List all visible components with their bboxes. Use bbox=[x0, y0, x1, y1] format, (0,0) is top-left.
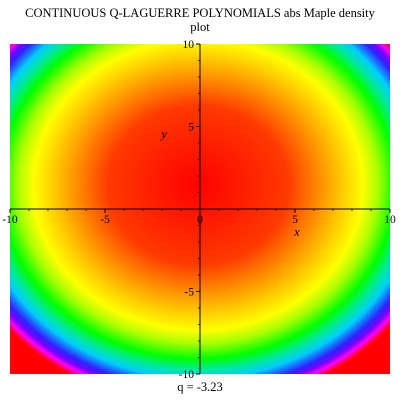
parameter-caption: q = -3.23 bbox=[0, 380, 400, 395]
x-tick-label: 5 bbox=[292, 214, 298, 226]
x-axis-label: x bbox=[293, 225, 300, 239]
chart-title-line-1: CONTINUOUS Q-LAGUERRE POLYNOMIALS abs Ma… bbox=[25, 6, 375, 20]
q-label: q = bbox=[177, 380, 194, 394]
chart-title: CONTINUOUS Q-LAGUERRE POLYNOMIALS abs Ma… bbox=[0, 6, 400, 34]
y-tick-label: 10 bbox=[183, 39, 195, 51]
axes: -10 -5 0 5 10 10 5 -5 -10 x y bbox=[2, 39, 396, 381]
chart-title-line-2: plot bbox=[190, 20, 210, 34]
q-value: -3.23 bbox=[196, 380, 223, 394]
x-tick-label: -5 bbox=[100, 214, 110, 226]
y-axis-label: y bbox=[159, 127, 167, 141]
y-tick-label: -10 bbox=[179, 369, 195, 381]
y-tick-label: -5 bbox=[184, 287, 194, 299]
x-tick-label: 10 bbox=[384, 214, 396, 226]
x-tick-label: 0 bbox=[197, 214, 203, 226]
x-tick-label: -10 bbox=[2, 214, 18, 226]
y-tick-label: 5 bbox=[188, 122, 194, 134]
